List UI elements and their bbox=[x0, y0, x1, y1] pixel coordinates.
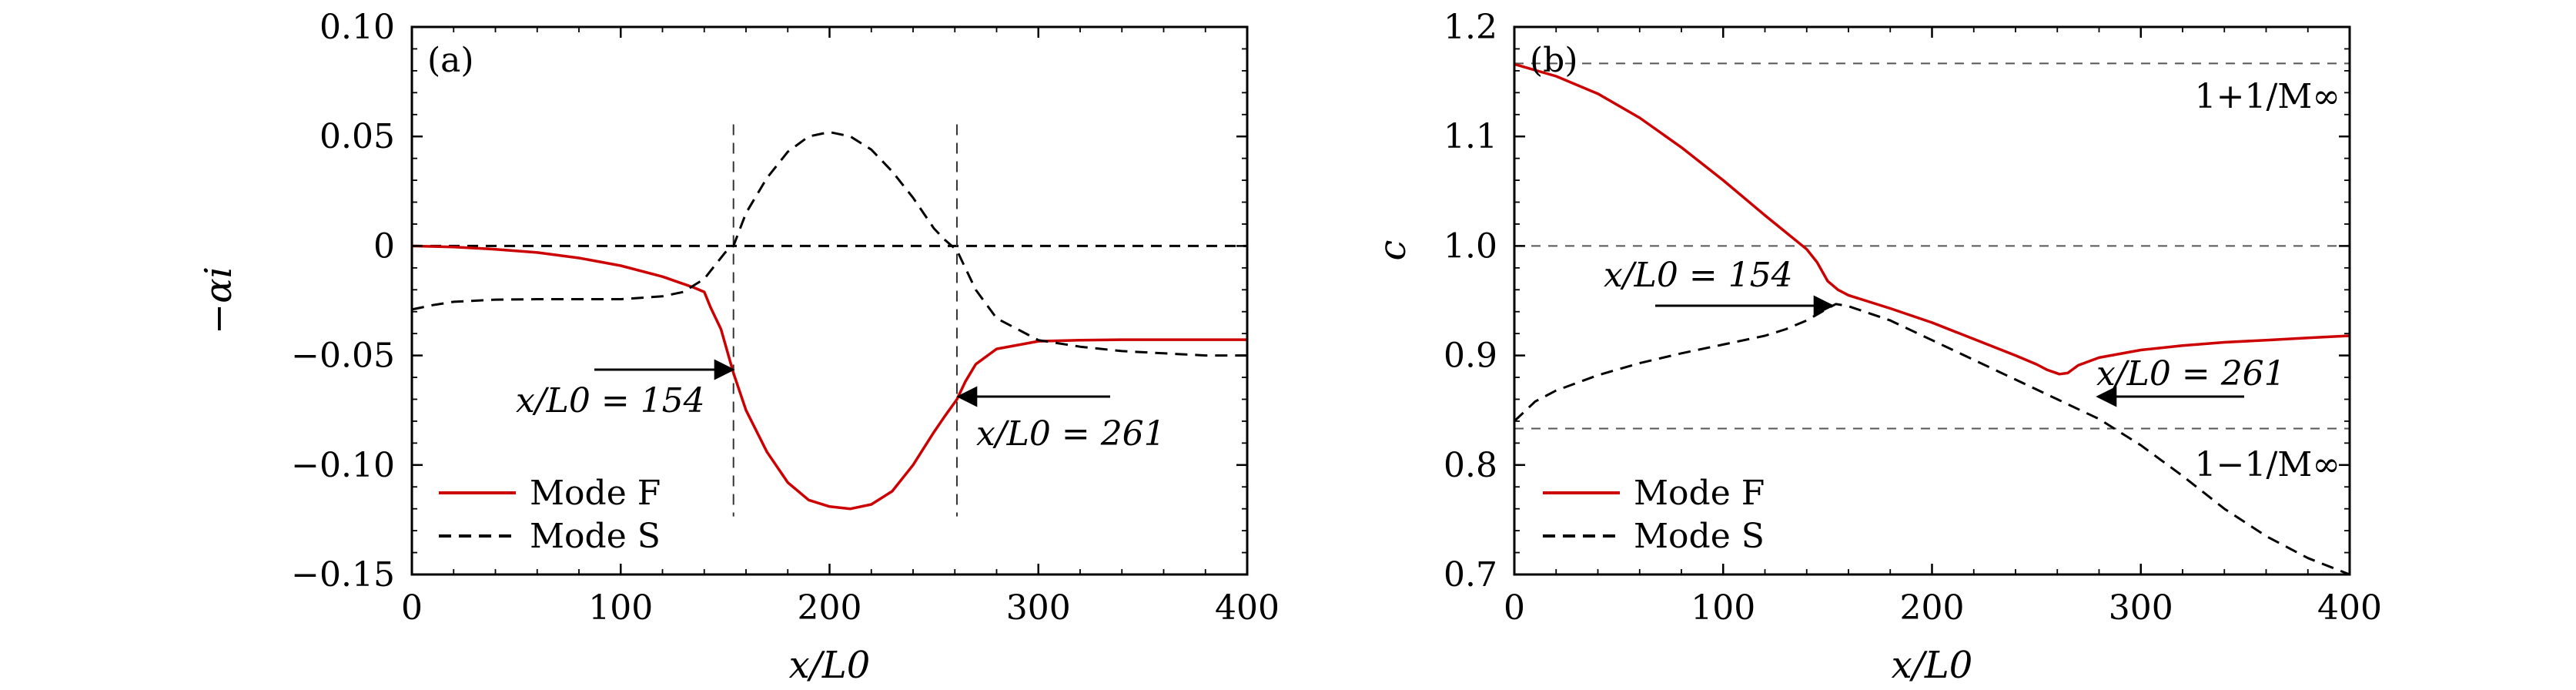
y-tick-label: 0.05 bbox=[319, 117, 395, 156]
x-tick-label: 400 bbox=[2317, 588, 2382, 628]
reference-line-label: 1−1/M∞ bbox=[2195, 445, 2340, 484]
series-line-mode-s bbox=[411, 131, 1247, 357]
legend-label: Mode S bbox=[530, 517, 661, 556]
x-axis-label: x/L0 bbox=[1892, 644, 1973, 687]
legend-label: Mode F bbox=[1634, 474, 1765, 513]
x-tick-label: 300 bbox=[2109, 588, 2173, 628]
x-axis-label: x/L0 bbox=[789, 644, 871, 687]
panel-a: 0 100 200 300 400 0.10 0.05 0 −0.05 −0.10 −0.15 (a)… bbox=[197, 8, 1280, 687]
y-tick-label: 1.0 bbox=[1444, 226, 1497, 266]
y-tick-label: 0.9 bbox=[1444, 337, 1497, 376]
annotation-label: x/L0 = 261 bbox=[976, 414, 1166, 454]
y-tick-label: 1.2 bbox=[1444, 8, 1497, 47]
annotation-label: x/L0 = 154 bbox=[516, 381, 705, 420]
y-tick-label: 0.10 bbox=[319, 8, 395, 47]
x-tick-label: 0 bbox=[401, 588, 423, 628]
x-tick-label: 0 bbox=[1504, 588, 1525, 628]
x-tick-label: 100 bbox=[588, 588, 653, 628]
panel-b: 1+1/M∞ 1−1/M∞ 0 100 200 300 400 1.2 1.1 1.0 0.9 0.8… bbox=[1371, 8, 2382, 687]
panel-label: (b) bbox=[1530, 41, 1578, 80]
y-tick-label: 0 bbox=[373, 226, 395, 266]
y-tick-label: −0.10 bbox=[291, 446, 395, 485]
y-tick-label: 0.8 bbox=[1444, 446, 1497, 485]
y-axis-label: −αi bbox=[197, 266, 240, 334]
annotation-label: x/L0 = 154 bbox=[1604, 256, 1793, 295]
series-line-mode-f bbox=[411, 244, 1247, 511]
annotation-label: x/L0 = 261 bbox=[2096, 354, 2286, 394]
y-axis-label: c bbox=[1371, 240, 1414, 261]
y-tick-label: −0.05 bbox=[291, 337, 395, 376]
reference-line-label: 1+1/M∞ bbox=[2195, 77, 2340, 116]
legend-label: Mode F bbox=[530, 474, 661, 513]
y-tick-label: −0.15 bbox=[291, 555, 395, 595]
x-tick-label: 200 bbox=[1900, 588, 1965, 628]
y-tick-label: 0.7 bbox=[1444, 555, 1497, 595]
panel-label: (a) bbox=[427, 41, 474, 80]
series-line-mode-f bbox=[1514, 62, 2350, 376]
x-tick-label: 200 bbox=[798, 588, 862, 628]
legend-label: Mode S bbox=[1634, 517, 1765, 556]
x-tick-label: 400 bbox=[1215, 588, 1280, 628]
x-tick-label: 300 bbox=[1006, 588, 1071, 628]
y-tick-label: 1.1 bbox=[1444, 117, 1497, 156]
x-tick-label: 100 bbox=[1691, 588, 1755, 628]
series-line-mode-s bbox=[1513, 303, 2350, 576]
